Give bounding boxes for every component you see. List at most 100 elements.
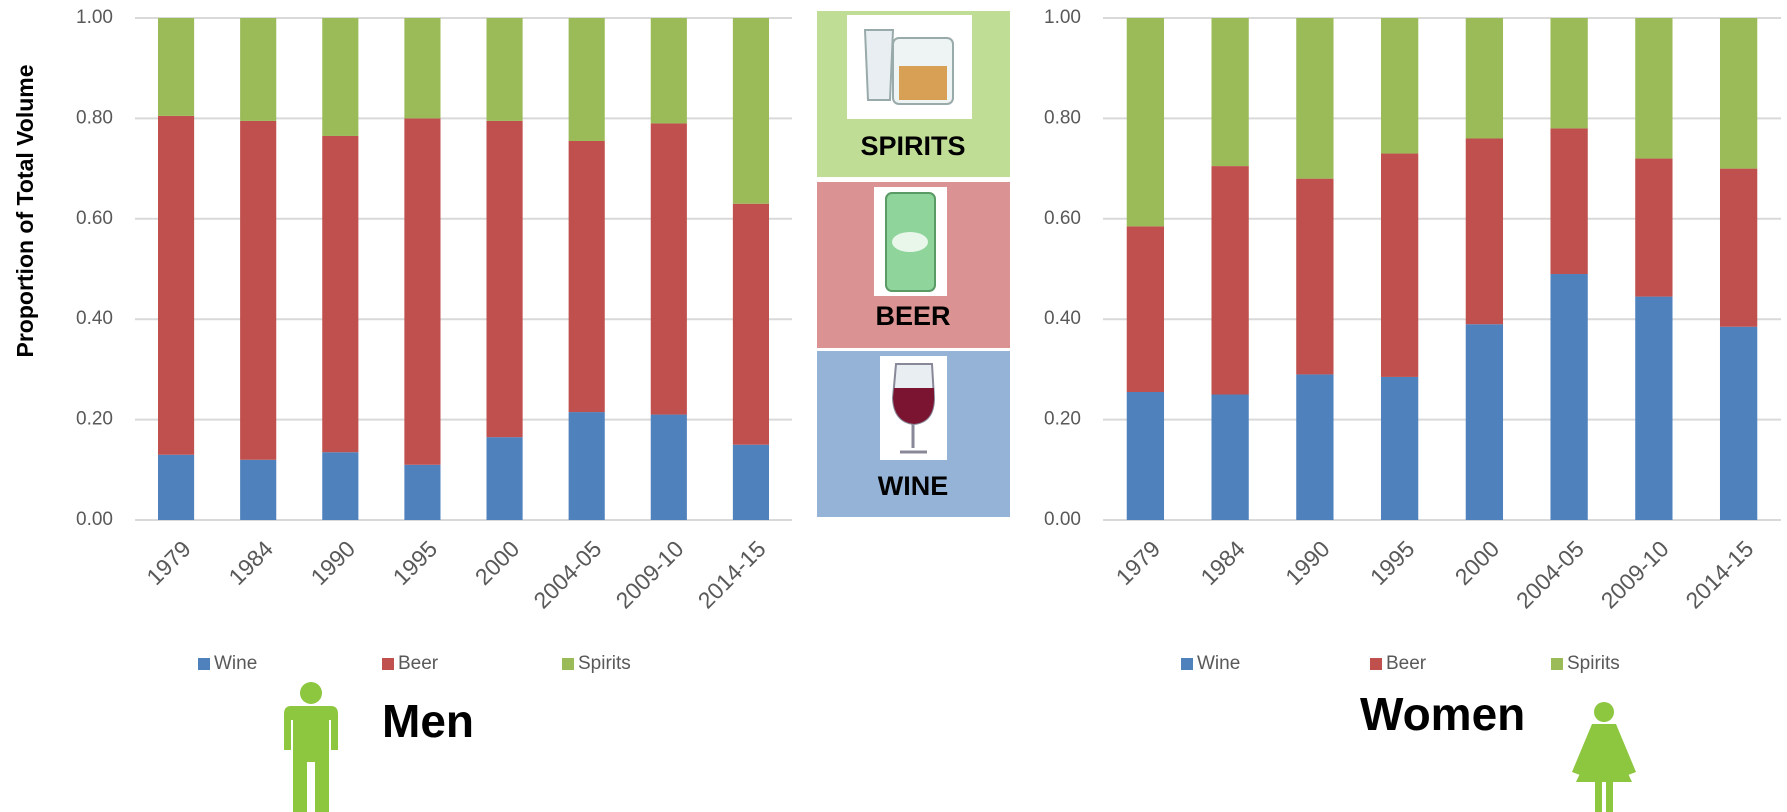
bar-segment xyxy=(240,459,277,520)
x-tick-label: 1984 xyxy=(1195,535,1250,590)
x-tick-label: 2004-05 xyxy=(528,535,606,613)
bar-segment xyxy=(1465,18,1504,139)
bar-segment xyxy=(568,412,605,520)
woman-icon xyxy=(1572,702,1636,812)
bar-segment xyxy=(486,437,523,520)
bar-segment xyxy=(732,444,770,520)
y-tick-label: 0.00 xyxy=(76,509,113,530)
y-tick-label: 0.60 xyxy=(76,208,113,229)
legend-label: Wine xyxy=(214,653,257,674)
wine xyxy=(893,388,934,424)
bar-segment xyxy=(1635,296,1673,520)
x-tick-label: 1979 xyxy=(141,535,196,590)
legend-swatch xyxy=(1551,658,1563,670)
chart-title: Men xyxy=(382,695,474,747)
x-tick-label: 2014-15 xyxy=(693,535,771,613)
bar-segment xyxy=(1550,274,1588,520)
x-tick-label: 1995 xyxy=(1365,535,1420,590)
chart-title: Women xyxy=(1360,688,1525,740)
man-icon xyxy=(284,682,338,812)
bar-segment xyxy=(1126,226,1165,392)
bar-segment xyxy=(1126,18,1165,227)
bar-segment xyxy=(486,120,523,438)
x-tick-label: 1990 xyxy=(306,535,361,590)
can-label xyxy=(892,232,928,252)
x-tick-label: 2009-10 xyxy=(611,535,689,613)
bar-segment xyxy=(732,18,770,204)
y-tick-label: 0.40 xyxy=(76,308,113,329)
x-tick-label: 1984 xyxy=(223,535,278,590)
y-tick-label: 0.20 xyxy=(76,409,113,430)
bar-segment xyxy=(1380,18,1419,154)
bar-segment xyxy=(404,118,441,465)
legend-label: Wine xyxy=(1197,653,1240,674)
bar-segment xyxy=(650,18,687,124)
bar-segment xyxy=(322,452,359,520)
y-tick-label: 1.00 xyxy=(76,7,113,28)
legend-swatch xyxy=(382,658,394,670)
x-tick-label: 2000 xyxy=(1450,535,1505,590)
shot-glass xyxy=(863,29,895,101)
bar-segment xyxy=(1719,168,1758,327)
legend-swatch xyxy=(562,658,574,670)
bar-segment xyxy=(240,120,277,460)
bar-segment xyxy=(240,18,277,121)
x-tick-label: 2004-05 xyxy=(1511,535,1589,613)
bar-segment xyxy=(1380,153,1419,377)
bar-segment xyxy=(650,123,687,415)
bar-segment xyxy=(322,18,359,136)
bar-segment xyxy=(1719,18,1758,169)
y-tick-label: 0.80 xyxy=(76,107,113,128)
panel-label: BEER xyxy=(875,301,950,331)
y-tick-label: 0.80 xyxy=(1044,107,1081,128)
legend-label: Spirits xyxy=(1567,653,1620,674)
panel-label: SPIRITS xyxy=(860,131,965,161)
bar-segment xyxy=(732,203,770,445)
x-tick-label: 1995 xyxy=(388,535,443,590)
panel-label: WINE xyxy=(878,471,949,501)
bar-segment xyxy=(322,135,359,453)
x-tick-label: 2000 xyxy=(470,535,525,590)
legend-label: Beer xyxy=(1386,653,1427,674)
x-tick-label: 2014-15 xyxy=(1680,535,1758,613)
bar-segment xyxy=(157,454,195,520)
bar-segment xyxy=(1550,18,1588,129)
bar-segment xyxy=(1635,158,1673,297)
legend-label: Beer xyxy=(398,653,439,674)
y-axis-label: Proportion of Total Volume xyxy=(12,64,38,357)
bar-segment xyxy=(1211,166,1249,395)
x-tick-label: 2009-10 xyxy=(1596,535,1674,613)
bar-segment xyxy=(1380,376,1419,520)
y-tick-label: 1.00 xyxy=(1044,7,1081,28)
bar-segment xyxy=(404,464,441,520)
bar-segment xyxy=(1211,394,1249,520)
whisky xyxy=(899,66,947,100)
bar-segment xyxy=(1211,18,1249,167)
x-tick-label: 1990 xyxy=(1280,535,1335,590)
bar-segment xyxy=(568,140,605,413)
bar-segment xyxy=(1465,324,1504,520)
y-tick-label: 0.60 xyxy=(1044,208,1081,229)
bar-segment xyxy=(650,414,687,520)
bar-segment xyxy=(1296,178,1334,375)
legend-swatch xyxy=(1370,658,1382,670)
bar-segment xyxy=(1296,374,1334,520)
wine-stem xyxy=(900,424,927,454)
bar-segment xyxy=(1465,138,1504,325)
bar-segment xyxy=(568,18,605,141)
bar-segment xyxy=(404,18,441,119)
bar-segment xyxy=(1126,391,1165,520)
bar-segment xyxy=(1550,128,1588,275)
bar-segment xyxy=(1296,18,1334,179)
bar-segment xyxy=(1635,18,1673,159)
legend-swatch xyxy=(198,658,210,670)
bar-segment xyxy=(486,18,523,121)
bar-segment xyxy=(157,18,195,116)
bar-segment xyxy=(1719,326,1758,520)
y-tick-label: 0.00 xyxy=(1044,509,1081,530)
legend-label: Spirits xyxy=(578,653,631,674)
legend-swatch xyxy=(1181,658,1193,670)
y-tick-label: 0.40 xyxy=(1044,308,1081,329)
